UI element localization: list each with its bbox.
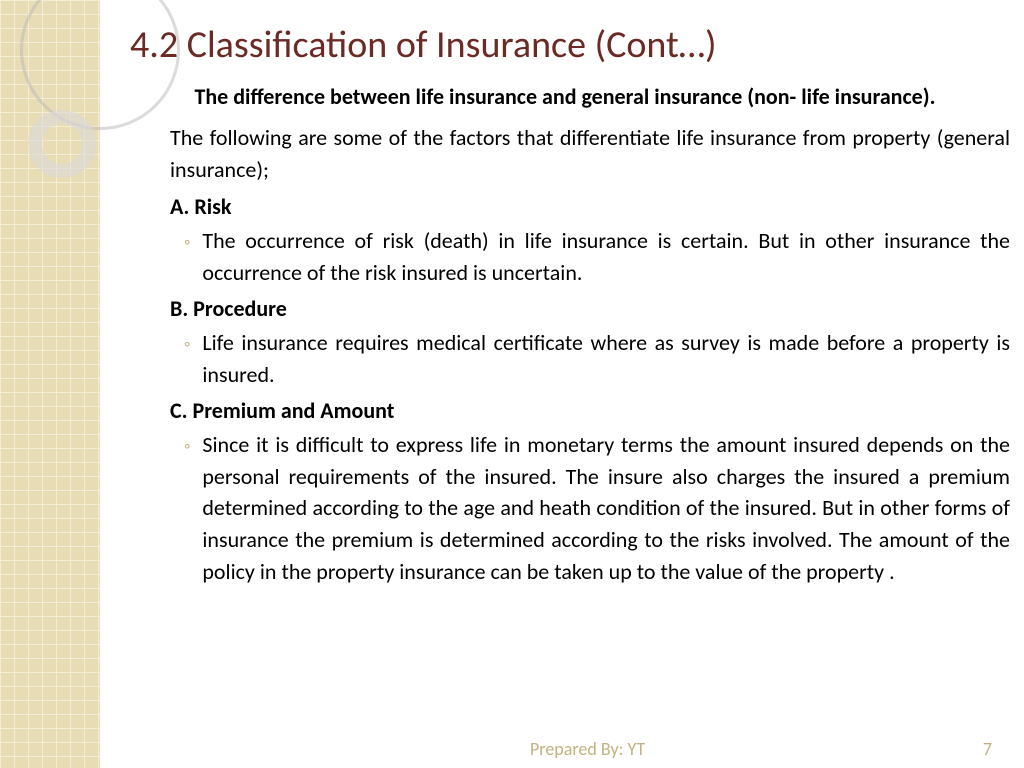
slide-title: 4.2 Classification of Insurance (Cont…) bbox=[130, 22, 1000, 68]
factor-c-label: C. Premium and Amount bbox=[170, 395, 1010, 427]
factor-b-bullet: ◦ Life insurance requires medical certif… bbox=[170, 327, 1010, 391]
factor-c-bullet: ◦ Since it is difficult to express life … bbox=[170, 429, 1010, 588]
factor-a-text: The occurrence of risk (death) in life i… bbox=[202, 225, 1010, 289]
slide-body: The following are some of the factors th… bbox=[170, 122, 1010, 588]
factor-a-label: A. Risk bbox=[170, 191, 1010, 223]
bullet-icon: ◦ bbox=[184, 331, 190, 357]
factor-a-bullet: ◦ The occurrence of risk (death) in life… bbox=[170, 225, 1010, 289]
factor-b-text: Life insurance requires medical certific… bbox=[202, 327, 1010, 391]
intro-text: The following are some of the factors th… bbox=[170, 122, 1010, 186]
factor-b-label: B. Procedure bbox=[170, 293, 1010, 325]
footer-byline: Prepared By: YT bbox=[530, 738, 645, 760]
slide-subtitle: The difference between life insurance an… bbox=[155, 82, 975, 112]
footer-page-number: 7 bbox=[983, 738, 992, 760]
decorative-ring-small bbox=[28, 110, 96, 178]
bullet-icon: ◦ bbox=[184, 433, 190, 459]
slide-content: 4.2 Classification of Insurance (Cont…) … bbox=[130, 22, 1000, 588]
factor-c-text: Since it is difficult to express life in… bbox=[202, 429, 1010, 588]
bullet-icon: ◦ bbox=[184, 229, 190, 255]
